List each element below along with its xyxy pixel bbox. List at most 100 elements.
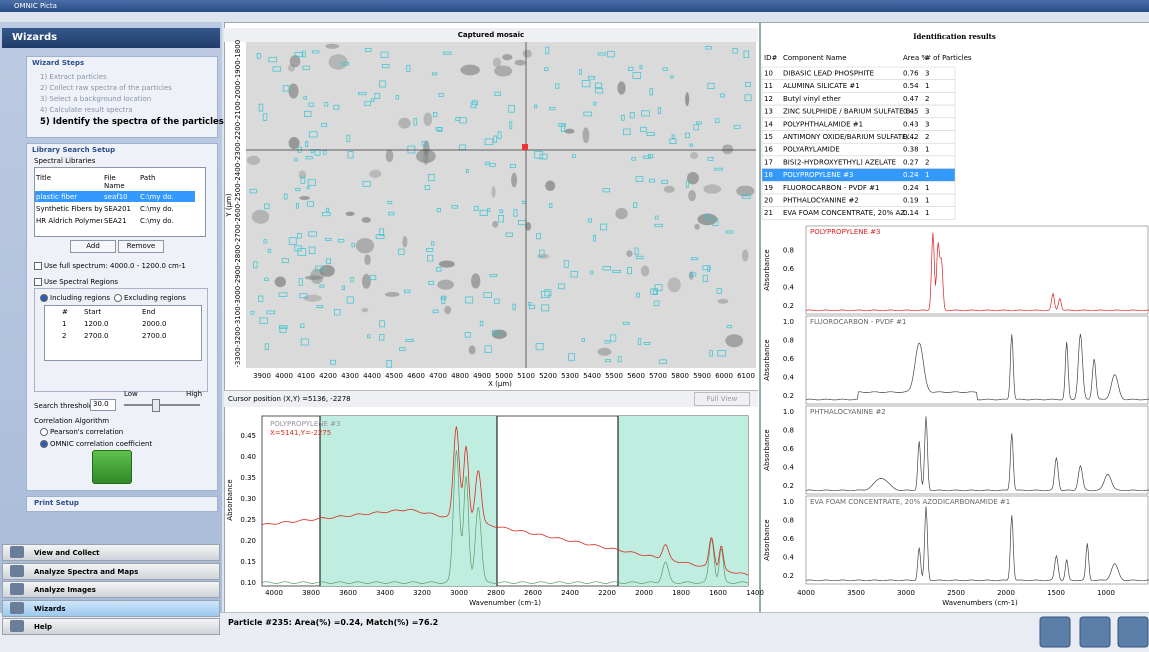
particle-shadow xyxy=(252,210,269,224)
particle-shadow xyxy=(514,60,525,66)
x-tick-label: 3600 xyxy=(339,589,357,597)
x-tick-label: 4400 xyxy=(363,372,381,380)
result-cell: 2 xyxy=(925,158,929,166)
particle-shadow xyxy=(275,276,286,287)
x-tick-label: 1400 xyxy=(746,589,764,597)
toolbar-button[interactable] xyxy=(1040,617,1070,647)
particle-shadow xyxy=(511,173,517,188)
toolbar-button[interactable] xyxy=(1118,617,1148,647)
y-tick-label: -2800 xyxy=(234,245,242,265)
particle-shadow xyxy=(346,212,355,216)
y-tick-label: -2500 xyxy=(234,183,242,203)
y-tick-label: 0.2 xyxy=(783,302,794,310)
y-tick-label: 0.4 xyxy=(783,284,795,292)
result-cell: 14 xyxy=(764,120,773,128)
x-tick-label: 4900 xyxy=(473,372,491,380)
result-cell: FLUOROCARBON - PVDF #1 xyxy=(783,184,880,192)
x-tick-label: 6100 xyxy=(737,372,755,380)
spectrum-plot xyxy=(806,226,1148,314)
result-cell: 10 xyxy=(764,70,773,78)
y-tick-label: -2300 xyxy=(234,142,242,162)
particle-shadow xyxy=(364,254,371,265)
y-axis-label: Y (µm) xyxy=(225,193,233,218)
toolbar-button[interactable] xyxy=(1080,617,1110,647)
particle-shadow xyxy=(385,292,400,297)
spectrum-name: POLYPROPYLENE #3 xyxy=(810,228,880,236)
y-axis-label: Absorbance xyxy=(763,429,771,470)
particle-shadow xyxy=(303,295,321,302)
particle-shadow xyxy=(362,217,371,223)
particle-shadow xyxy=(688,190,696,201)
x-tick-label: 1500 xyxy=(1047,589,1065,597)
y-tick-label: -3100 xyxy=(234,306,242,326)
x-tick-label: 5100 xyxy=(517,372,535,380)
x-tick-label: 3000 xyxy=(897,589,915,597)
x-tick-label: 5900 xyxy=(693,372,711,380)
y-tick-label: 0.30 xyxy=(240,495,256,503)
x-axis-label: Wavenumber (cm-1) xyxy=(469,599,541,607)
result-cell: POLYPROPYLENE #3 xyxy=(783,171,853,179)
particle-shadow xyxy=(437,280,454,290)
result-cell: 3 xyxy=(925,120,929,128)
spectrum-name: POLYPROPYLENE #3 xyxy=(270,420,340,428)
particle-shadow xyxy=(664,186,675,193)
y-axis-label: Absorbance xyxy=(226,479,234,520)
result-cell: 0.14 xyxy=(903,209,919,217)
spectrum-plot xyxy=(806,316,1148,404)
particle-shadow xyxy=(469,345,476,354)
particle-shadow xyxy=(423,112,432,125)
particle-shadow xyxy=(615,208,627,219)
x-tick-label: 3400 xyxy=(376,589,394,597)
x-tick-label: 4000 xyxy=(265,589,283,597)
particle-shadow xyxy=(598,348,612,356)
result-cell: ALUMINA SILICATE #1 xyxy=(783,82,860,90)
y-axis-label: Absorbance xyxy=(763,339,771,380)
x-axis-label: Wavenumbers (cm-1) xyxy=(942,599,1018,607)
y-tick-label: 0.20 xyxy=(240,537,256,545)
particle-shadow xyxy=(742,249,748,261)
result-cell: 16 xyxy=(764,146,773,154)
x-tick-label: 4100 xyxy=(297,372,315,380)
result-cell: 21 xyxy=(764,209,773,217)
y-tick-label: -2000 xyxy=(234,81,242,101)
x-tick-label: 2000 xyxy=(635,589,653,597)
x-tick-label: 4300 xyxy=(341,372,359,380)
x-tick-label: 1600 xyxy=(709,589,727,597)
x-tick-label: 5300 xyxy=(561,372,579,380)
result-cell: Butyl vinyl ether xyxy=(783,95,841,103)
particle-shadow xyxy=(299,196,310,200)
spectrum-name: PHTHALOCYANINE #2 xyxy=(810,408,886,416)
column-header: ID# xyxy=(764,54,777,62)
result-cell: 0.24 xyxy=(903,171,919,179)
y-tick-label: -2700 xyxy=(234,224,242,244)
x-tick-label: 4200 xyxy=(319,372,337,380)
result-cell: 0.47 xyxy=(903,95,919,103)
particle-shadow xyxy=(537,254,549,259)
y-tick-label: 0.35 xyxy=(240,474,256,482)
result-cell: 0.76 xyxy=(903,70,919,78)
particle-shadow xyxy=(439,261,455,268)
particle-shadow xyxy=(565,129,575,134)
result-cell: 13 xyxy=(764,108,773,116)
result-cell: 15 xyxy=(764,133,773,141)
particle-shadow xyxy=(356,238,374,253)
y-tick-label: 0.2 xyxy=(783,572,794,580)
result-cell: 18 xyxy=(764,171,773,179)
spectrum-name: FLUOROCARBON - PVDF #1 xyxy=(810,318,907,326)
app-window: OMNIC Picta Wizards Print Setup Captured… xyxy=(0,0,1149,652)
particle-shadow xyxy=(641,266,649,277)
x-tick-label: 5800 xyxy=(671,372,689,380)
result-cell: POLYARYLAMIDE xyxy=(783,146,840,154)
particle-shadow xyxy=(725,334,743,347)
result-cell: 1 xyxy=(925,209,929,217)
y-tick-label: 0.4 xyxy=(783,374,795,382)
y-tick-label: 0.4 xyxy=(783,554,795,562)
result-cell: 0.54 xyxy=(903,82,919,90)
x-tick-label: 5200 xyxy=(539,372,557,380)
spectrum-plot xyxy=(806,406,1148,494)
y-tick-label: -2200 xyxy=(234,122,242,142)
x-tick-label: 3200 xyxy=(413,589,431,597)
particle-shadow xyxy=(362,308,369,312)
y-tick-label: 0.6 xyxy=(783,265,795,273)
region-highlight xyxy=(618,416,748,586)
